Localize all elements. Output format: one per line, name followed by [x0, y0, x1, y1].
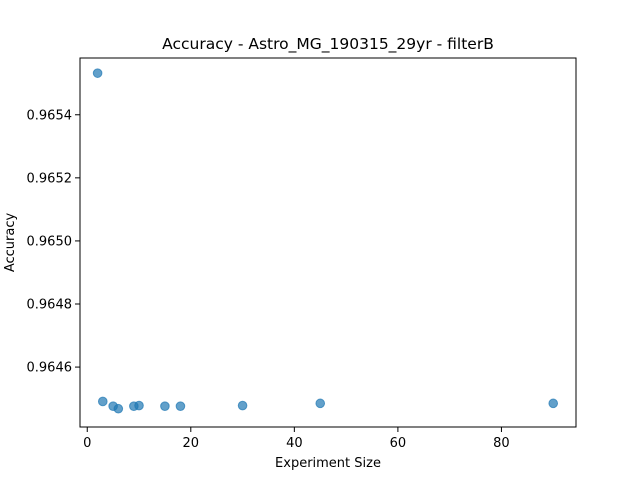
y-tick-label: 0.9652 [27, 171, 73, 186]
scatter-point-0 [92, 68, 103, 78]
scatter-point-6 [160, 401, 170, 411]
y-tick-label: 0.9654 [27, 108, 73, 123]
y-tick-label: 0.9646 [27, 361, 73, 376]
chart-title: Accuracy - Astro_MG_190315_29yr - filter… [162, 35, 494, 54]
x-tick-label: 0 [83, 436, 91, 451]
y-axis-label: Accuracy [3, 213, 18, 273]
y-axis: 0.9646 0.9648 0.9650 0.9652 0.9654 [27, 108, 80, 376]
scatter-point-9 [315, 398, 326, 409]
scatter-point-10 [548, 398, 559, 409]
x-axis: 0 20 40 60 80 [83, 427, 510, 451]
x-tick-label: 20 [183, 436, 200, 451]
scatter-point-7 [175, 401, 186, 411]
scatter-point-3 [113, 403, 124, 414]
x-tick-label: 60 [390, 436, 407, 451]
scatter-point-5 [134, 400, 144, 411]
y-tick-label: 0.9648 [27, 298, 73, 313]
scatter-point-1 [97, 396, 108, 407]
plot-area [92, 68, 559, 414]
x-tick-label: 40 [286, 436, 303, 451]
axes-frame [79, 57, 577, 428]
x-axis-label: Experiment Size [275, 456, 381, 471]
scatter-point-8 [237, 400, 248, 411]
x-tick-label: 80 [493, 436, 510, 451]
y-tick-label: 0.9650 [27, 234, 73, 249]
